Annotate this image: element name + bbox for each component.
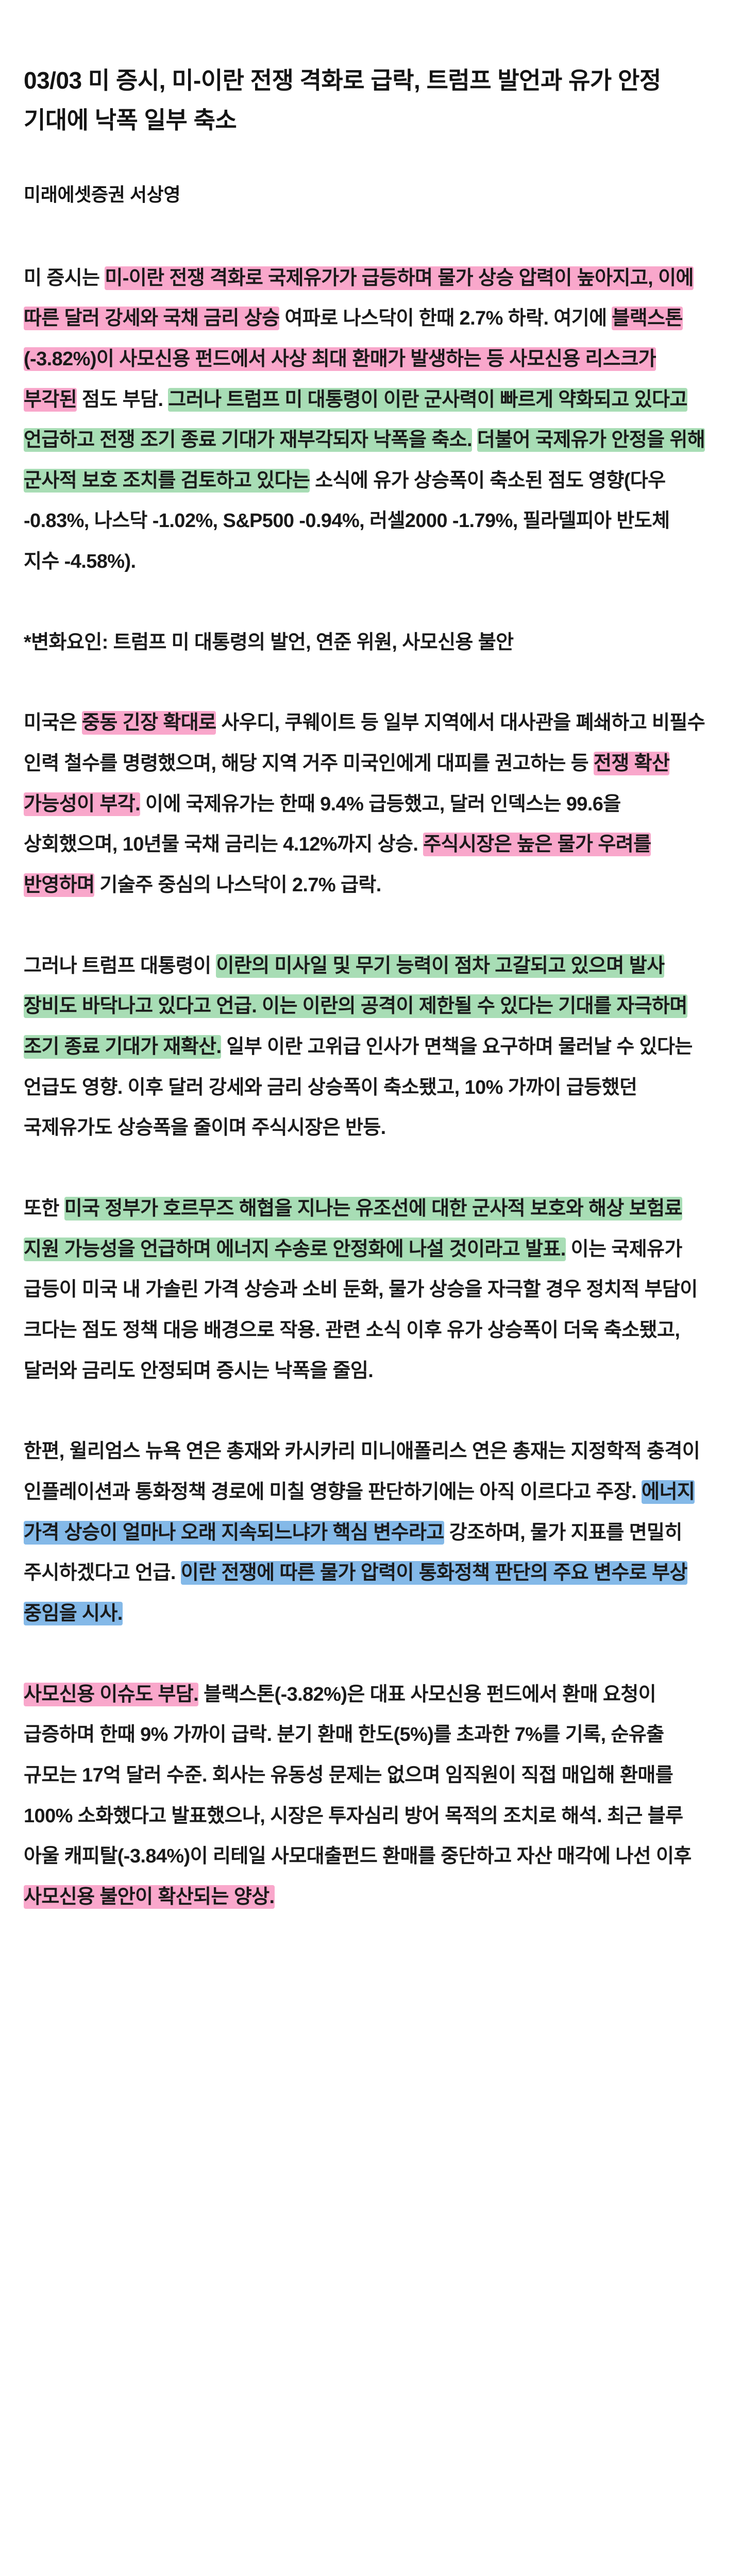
body-paragraph-7: 사모신용 이슈도 부담. 블랙스톤(-3.82%)은 대표 사모신용 펀드에서 … xyxy=(24,1674,709,1918)
text-run: 미국은 xyxy=(24,712,82,734)
text-run: 미 증시는 xyxy=(24,267,105,289)
text-run: 강조하며, 물가 지표를 면밀히 주시하겠다고 언급. xyxy=(24,1521,682,1584)
body-paragraph-4: 그러나 트럼프 대통령이 이란의 미사일 및 무기 능력이 점차 고갈되고 있으… xyxy=(24,946,709,1148)
article-page: 03/03 미 증시, 미-이란 전쟁 격화로 급락, 트럼프 발언과 유가 안… xyxy=(24,67,709,1918)
text-run: 여파로 나스닥이 한때 2.7% 하락. 여기에 xyxy=(279,308,612,330)
text-run: 일부 이란 고위급 인사가 면책을 요구하며 물러날 수 있다는 언급도 영향.… xyxy=(24,1036,693,1139)
text-run: 이는 국제유가 급등이 미국 내 가솔린 가격 상승과 소비 둔화, 물가 상승… xyxy=(24,1238,698,1382)
text-run: 그러나 트럼프 대통령이 xyxy=(24,955,216,977)
text-run: 사우디, 쿠웨이트 등 일부 지역에서 대사관을 폐쇄하고 비필수 인력 철수를… xyxy=(24,712,705,775)
body-paragraph-1: 미 증시는 미-이란 전쟁 격화로 국제유가가 급등하며 물가 상승 압력이 높… xyxy=(24,258,709,582)
highlight-pink: 중동 긴장 확대로 xyxy=(82,711,216,735)
page-title: 03/03 미 증시, 미-이란 전쟁 격화로 급락, 트럼프 발언과 유가 안… xyxy=(24,67,661,134)
text-run: 블랙스톤(-3.82%)은 대표 사모신용 펀드에서 환매 요청이 급증하며 한… xyxy=(24,1683,692,1868)
body-paragraph-3: 미국은 중동 긴장 확대로 사우디, 쿠웨이트 등 일부 지역에서 대사관을 폐… xyxy=(24,703,709,905)
text-run: *변화요인: 트럼프 미 대통령의 발언, 연준 위원, 사모신용 불안 xyxy=(24,631,514,653)
text-run: 점도 부담. xyxy=(77,388,169,411)
text-run: 이에 국제유가는 한때 9.4% 급등했고, 달러 인덱스는 99.6을 상회했… xyxy=(24,793,621,856)
text-run: 또한 xyxy=(24,1198,64,1219)
body-paragraph-5: 또한 미국 정부가 호르무즈 해협을 지나는 유조선에 대한 군사적 보호와 해… xyxy=(24,1189,709,1391)
text-run: 기술주 중심의 나스닥이 2.7% 급락. xyxy=(94,874,381,896)
text-run: 한편, 윌리엄스 뉴욕 연은 총재와 카시카리 미니애폴리스 연은 총재는 지정… xyxy=(24,1440,700,1503)
text-run xyxy=(472,429,477,451)
highlight-pink: 사모신용 불안이 확산되는 양상. xyxy=(24,1885,275,1909)
text-run: 소식에 유가 상승폭이 축소된 점도 영향(다우 -0.83%, 나스닥 -1.… xyxy=(24,469,670,573)
byline: 미래에셋증권 서상영 xyxy=(24,183,181,205)
highlight-pink: 사모신용 이슈도 부담. xyxy=(24,1682,199,1706)
scrollbar-track[interactable] xyxy=(734,0,741,2576)
body-paragraph-6: 한편, 윌리엄스 뉴욕 연은 총재와 카시카리 미니애폴리스 연은 총재는 지정… xyxy=(24,1431,709,1634)
body-paragraph-2: *변화요인: 트럼프 미 대통령의 발언, 연준 위원, 사모신용 불안 xyxy=(24,622,709,663)
